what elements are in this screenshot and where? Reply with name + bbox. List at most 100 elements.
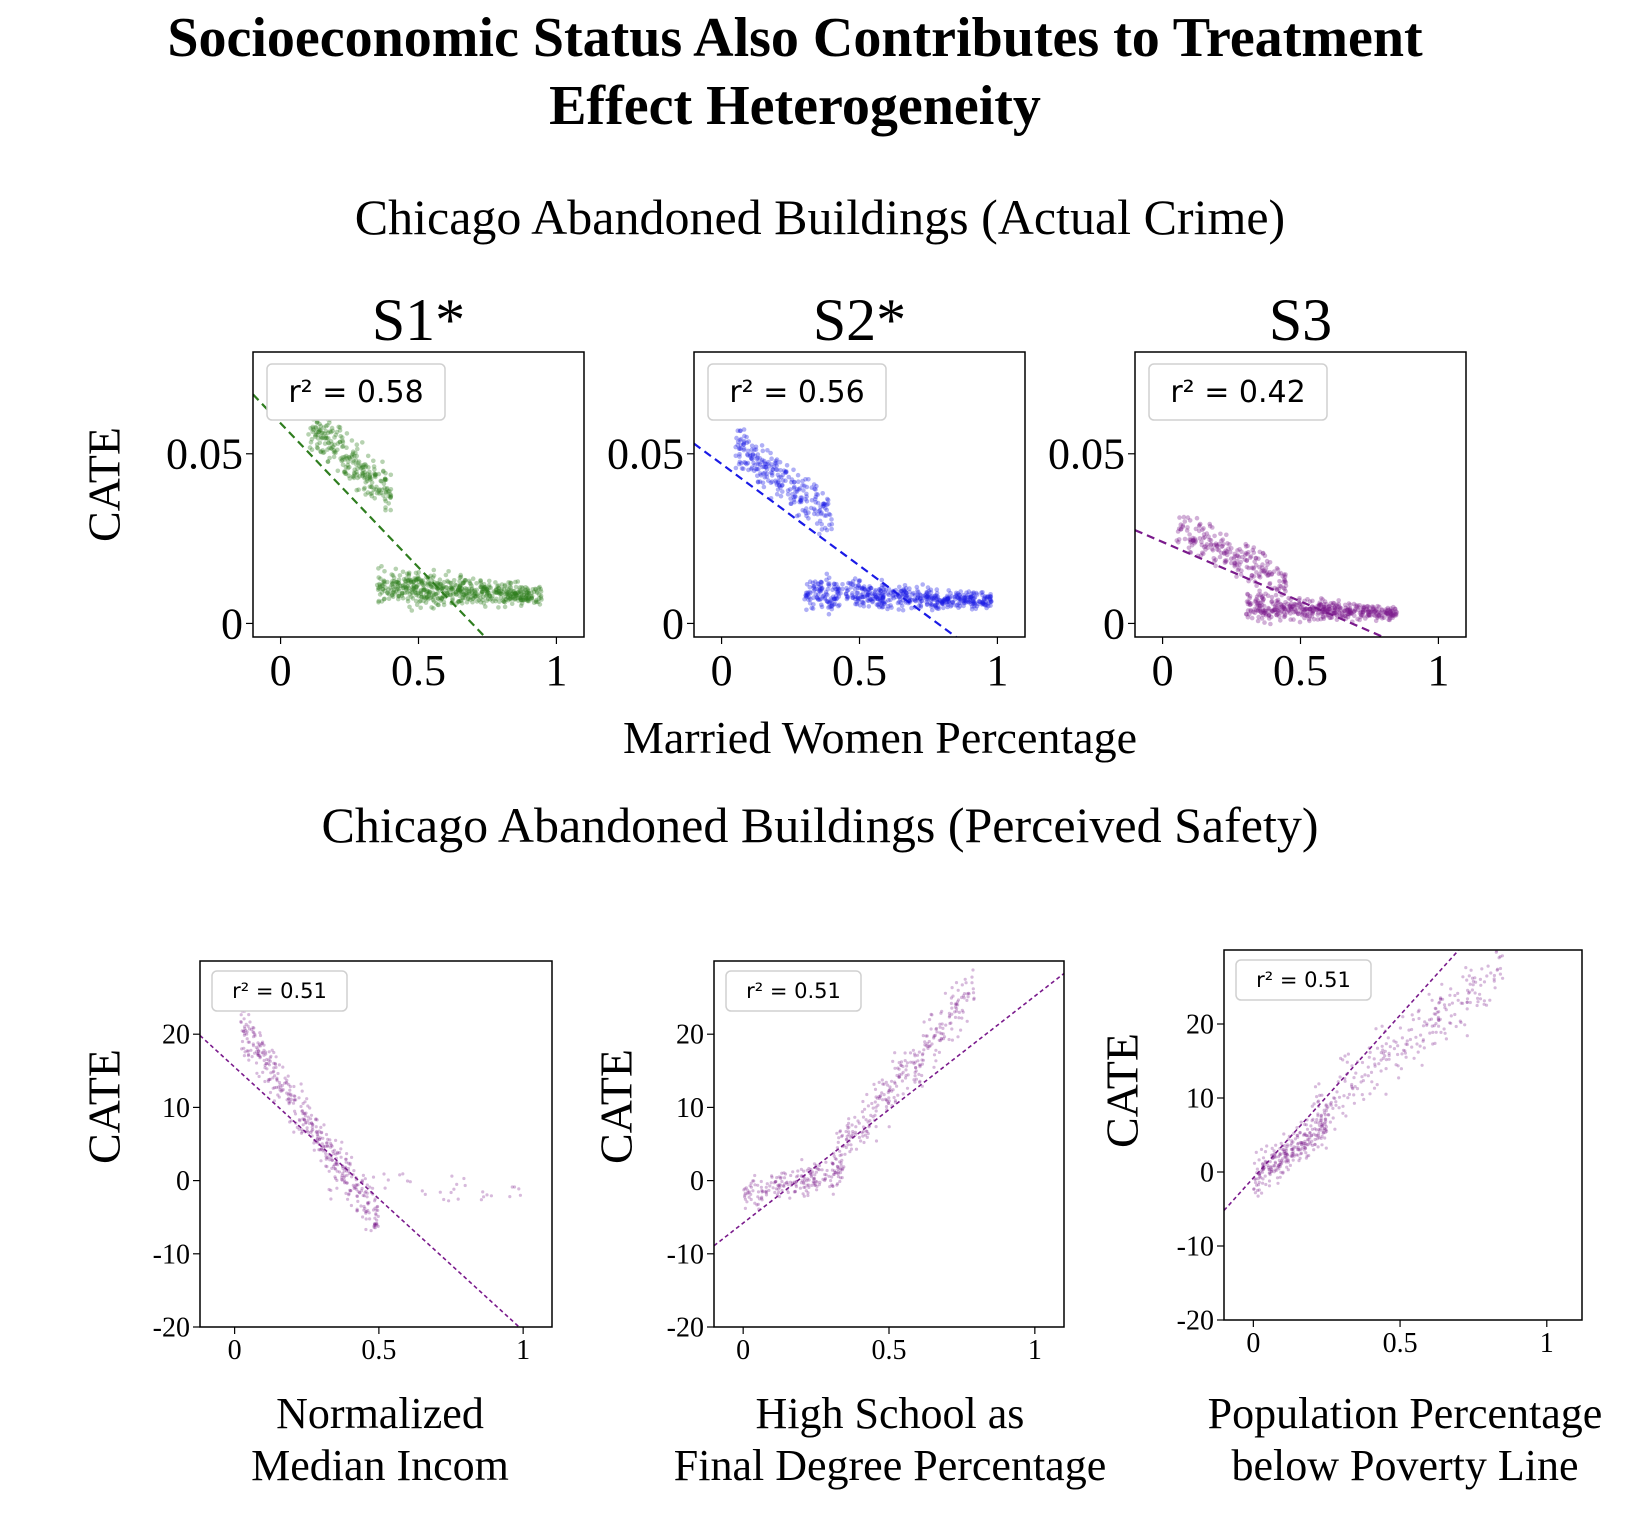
scatter-point [486,596,491,602]
scatter-point [365,476,370,481]
scatter-point [390,579,395,584]
scatter-point [1255,1183,1259,1187]
scatter-point [769,471,775,476]
scatter-point [309,436,315,442]
scatter-point [429,582,435,588]
scatter-point [1275,1166,1279,1170]
scatter-point [471,596,476,601]
scatter-point [1330,602,1335,608]
scatter-point [512,590,518,596]
scatter-point [802,1180,806,1184]
scatter-point [913,1054,917,1058]
scatter-point [1256,1183,1261,1187]
scatter-point [483,604,488,609]
scatter-point [1283,1155,1287,1159]
scatter-point [239,1013,243,1017]
scatter-point [242,1029,246,1033]
scatter-point [1274,607,1280,613]
scatter-point [1270,608,1276,613]
scatter-point [962,595,967,601]
scatter-point [454,583,459,588]
scatter-point [933,602,938,608]
scatter-point [938,1031,942,1035]
scatter-point [413,577,418,583]
scatter-point [1302,1145,1306,1149]
scatter-point [1353,1085,1357,1089]
scatter-point [751,1189,755,1193]
scatter-point [954,1003,958,1007]
scatter-point [1262,620,1267,625]
scatter-point [351,458,357,464]
scatter-point [325,447,330,452]
scatter-point [838,1160,842,1164]
scatter-point [1463,1023,1467,1027]
scatter-point [767,1188,771,1192]
scatter-point [871,1106,875,1110]
scatter-point [861,584,867,589]
scatter-point [1291,610,1296,615]
scatter-point [873,1100,877,1104]
scatter-point [361,1215,365,1219]
scatter-point [821,501,827,506]
scatter-point [316,1134,320,1138]
scatter-point [480,589,485,595]
scatter-point [326,1156,330,1160]
scatter-point [850,595,856,600]
scatter-point [887,1089,891,1093]
scatter-point [388,493,394,498]
scatter-point [1276,1164,1280,1168]
x-axis-label-bottom-3: Population Percentage below Poverty Line [1180,1388,1630,1492]
scatter-point [880,594,886,600]
scatter-point [883,588,888,593]
scatter-point [912,1062,916,1066]
scatter-point [329,441,335,447]
scatter-point [437,582,442,587]
scatter-point [949,594,955,599]
scatter-point [953,603,959,608]
scatter-point [483,588,489,594]
scatter-point [816,508,822,514]
scatter-point [1352,1093,1356,1097]
scatter-point [813,1183,818,1187]
scatter-point [1261,603,1267,609]
scatter-point [824,577,829,583]
scatter-point [1245,592,1251,597]
scatter-point [375,1222,379,1226]
scatter-point [239,1020,243,1024]
scatter-point [1461,975,1465,979]
scatter-point [473,591,478,596]
scatter-point [490,599,496,604]
scatter-point [1245,601,1251,607]
scatter-point [831,1192,835,1196]
scatter-point [1325,604,1331,610]
scatter-point [867,596,873,602]
scatter-point [773,480,779,485]
legend-box [211,970,348,1012]
scatter-point [332,435,337,440]
scatter-point [456,586,462,591]
scatter-point [916,603,922,609]
scatter-point [953,1015,958,1020]
scatter-point [1365,609,1371,614]
scatter-point [310,429,315,435]
scatter-point [797,499,802,505]
scatter-point [931,595,937,601]
scatter-point [1336,1080,1340,1084]
scatter-point [275,1077,279,1081]
scatter-point [1328,1102,1332,1106]
scatter-point [803,593,808,598]
scatter-point [1218,550,1224,556]
scatter-point [789,480,794,485]
scatter-point [813,1173,817,1177]
scatter-point [1271,1153,1275,1157]
scatter-point [1307,1140,1312,1144]
scatter-point [1368,1092,1372,1096]
scatter-point [1187,532,1192,537]
scatter-point [500,598,506,603]
scatter-point [811,506,817,512]
scatter-point [1304,1142,1308,1146]
scatter-point [322,436,328,441]
scatter-point [916,590,921,595]
scatter-point [1262,608,1267,613]
scatter-point [1255,618,1261,624]
